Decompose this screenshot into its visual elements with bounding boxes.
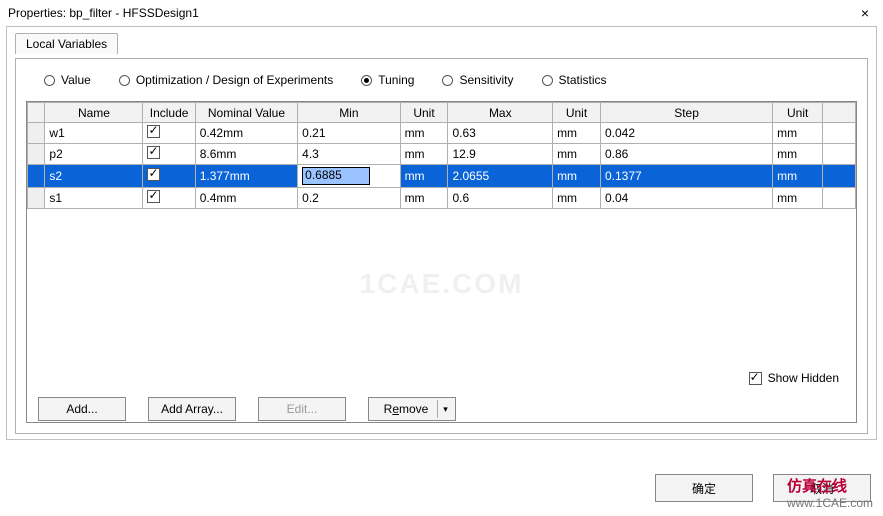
show-hidden-option[interactable]: Show Hidden (749, 371, 839, 385)
data-cell[interactable] (823, 165, 856, 188)
data-cell[interactable]: 0.1377 (600, 165, 772, 188)
data-cell[interactable]: s2 (45, 165, 143, 188)
column-header[interactable] (823, 103, 856, 123)
close-icon[interactable]: × (855, 5, 875, 21)
include-cell[interactable] (143, 188, 195, 209)
add-array-button[interactable]: Add Array... (148, 397, 236, 421)
column-header[interactable]: Nominal Value (195, 103, 297, 123)
data-cell[interactable]: 12.9 (448, 144, 553, 165)
remove-dropdown-icon[interactable] (437, 400, 453, 418)
remove-button[interactable]: Remove (368, 397, 456, 421)
radio-tuning-label: Tuning (378, 73, 414, 87)
tab-panel: Value Optimization / Design of Experimen… (15, 58, 868, 434)
include-checkbox[interactable] (147, 146, 160, 159)
radio-optimization-label: Optimization / Design of Experiments (136, 73, 333, 87)
table-header-row: NameIncludeNominal ValueMinUnitMaxUnitSt… (28, 103, 856, 123)
add-button[interactable]: Add... (38, 397, 126, 421)
data-cell[interactable]: 4.3 (298, 144, 400, 165)
data-cell[interactable]: 0.04 (600, 188, 772, 209)
table-row[interactable]: s10.4mm0.2mm0.6mm0.04mm (28, 188, 856, 209)
column-header[interactable]: Step (600, 103, 772, 123)
radio-sensitivity[interactable]: Sensitivity (442, 73, 513, 87)
data-cell[interactable]: mm (773, 144, 823, 165)
data-cell[interactable]: mm (553, 165, 601, 188)
window-title: Properties: bp_filter - HFSSDesign1 (8, 6, 855, 20)
data-cell[interactable]: mm (400, 144, 448, 165)
edit-button: Edit... (258, 397, 346, 421)
data-cell[interactable]: 8.6mm (195, 144, 297, 165)
data-cell[interactable]: p2 (45, 144, 143, 165)
data-cell[interactable]: 0.2 (298, 188, 400, 209)
radio-statistics[interactable]: Statistics (542, 73, 607, 87)
row-header[interactable] (28, 144, 45, 165)
variables-table: NameIncludeNominal ValueMinUnitMaxUnitSt… (27, 102, 856, 209)
data-cell[interactable]: 0.42mm (195, 123, 297, 144)
data-cell[interactable]: mm (400, 188, 448, 209)
column-header[interactable]: Unit (773, 103, 823, 123)
column-header[interactable]: Max (448, 103, 553, 123)
row-header[interactable] (28, 188, 45, 209)
action-buttons: Add... Add Array... Edit... Remove (38, 397, 456, 421)
variables-grid[interactable]: NameIncludeNominal ValueMinUnitMaxUnitSt… (26, 101, 857, 423)
radio-value-label: Value (61, 73, 91, 87)
radio-statistics-label: Statistics (559, 73, 607, 87)
data-cell[interactable]: mm (773, 188, 823, 209)
radio-optimization[interactable]: Optimization / Design of Experiments (119, 73, 333, 87)
data-cell[interactable]: mm (773, 123, 823, 144)
table-row[interactable]: p28.6mm4.3mm12.9mm0.86mm (28, 144, 856, 165)
data-cell[interactable] (823, 188, 856, 209)
cell-editor[interactable]: 0.6885 (302, 167, 370, 185)
view-selector: Value Optimization / Design of Experimen… (26, 71, 857, 101)
include-cell[interactable] (143, 123, 195, 144)
tab-local-variables[interactable]: Local Variables (15, 33, 118, 54)
data-cell[interactable]: 0.042 (600, 123, 772, 144)
data-cell[interactable]: mm (553, 188, 601, 209)
radio-tuning[interactable]: Tuning (361, 73, 414, 87)
tabstrip: Local Variables (15, 33, 868, 54)
column-header[interactable]: Include (143, 103, 195, 123)
column-header[interactable] (28, 103, 45, 123)
column-header[interactable]: Unit (553, 103, 601, 123)
data-cell[interactable] (823, 144, 856, 165)
row-header[interactable] (28, 123, 45, 144)
data-cell[interactable]: 0.21 (298, 123, 400, 144)
show-hidden-checkbox[interactable] (749, 372, 762, 385)
show-hidden-label: Show Hidden (768, 371, 839, 385)
include-checkbox[interactable] (147, 125, 160, 138)
titlebar: Properties: bp_filter - HFSSDesign1 × (0, 0, 883, 26)
data-cell[interactable]: mm (553, 123, 601, 144)
dialog-frame: Local Variables Value Optimization / Des… (6, 26, 877, 440)
dialog-buttons: 确定 取消 (655, 474, 871, 502)
data-cell[interactable]: 0.63 (448, 123, 553, 144)
data-cell[interactable]: 2.0655 (448, 165, 553, 188)
data-cell[interactable]: mm (400, 123, 448, 144)
data-cell[interactable]: w1 (45, 123, 143, 144)
column-header[interactable]: Min (298, 103, 400, 123)
data-cell[interactable]: s1 (45, 188, 143, 209)
data-cell[interactable]: mm (773, 165, 823, 188)
data-cell[interactable]: mm (553, 144, 601, 165)
column-header[interactable]: Name (45, 103, 143, 123)
data-cell[interactable]: 0.4mm (195, 188, 297, 209)
data-cell[interactable] (823, 123, 856, 144)
column-header[interactable]: Unit (400, 103, 448, 123)
radio-value[interactable]: Value (44, 73, 91, 87)
data-cell[interactable]: 1.377mm (195, 165, 297, 188)
cancel-button[interactable]: 取消 (773, 474, 871, 502)
radio-sensitivity-label: Sensitivity (459, 73, 513, 87)
table-row[interactable]: s21.377mm0.6885mm2.0655mm0.1377mm (28, 165, 856, 188)
include-checkbox[interactable] (147, 168, 160, 181)
data-cell[interactable]: mm (400, 165, 448, 188)
include-cell[interactable] (143, 144, 195, 165)
row-header[interactable] (28, 165, 45, 188)
include-checkbox[interactable] (147, 190, 160, 203)
data-cell[interactable]: 0.6 (448, 188, 553, 209)
include-cell[interactable] (143, 165, 195, 188)
ok-button[interactable]: 确定 (655, 474, 753, 502)
data-cell[interactable]: 0.6885 (298, 165, 400, 188)
table-row[interactable]: w10.42mm0.21mm0.63mm0.042mm (28, 123, 856, 144)
data-cell[interactable]: 0.86 (600, 144, 772, 165)
